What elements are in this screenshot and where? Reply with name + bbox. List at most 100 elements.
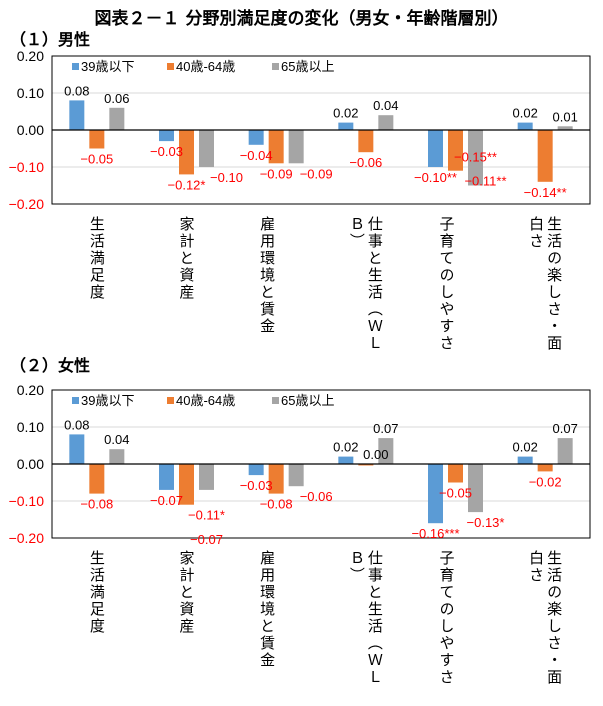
- bar: [248, 130, 264, 145]
- legend-swatch: [167, 63, 174, 70]
- bar: [358, 130, 374, 153]
- data-label: 0.06: [104, 91, 129, 106]
- bar: [557, 438, 573, 464]
- bar: [159, 464, 174, 490]
- data-label: −0.12*: [168, 177, 206, 192]
- legend-label: 39歳以下: [81, 59, 134, 74]
- bar: [109, 449, 125, 464]
- category-label: 家計と資産: [177, 216, 196, 301]
- bar: [89, 464, 105, 494]
- data-label: 0.04: [373, 98, 398, 113]
- bar: [89, 130, 105, 149]
- bar: [268, 130, 284, 164]
- y-tick-label: −0.10: [9, 159, 45, 175]
- y-tick-label: 0.10: [17, 419, 44, 435]
- bar: [537, 464, 553, 472]
- legend-label: 40歳-64歳: [176, 393, 235, 408]
- data-label: −0.04: [240, 148, 273, 163]
- bar: [468, 464, 483, 513]
- data-label: −0.11*: [188, 508, 225, 523]
- data-label: −0.15**: [454, 150, 497, 165]
- legend-swatch: [272, 397, 279, 404]
- data-label: −0.03: [150, 144, 183, 159]
- y-tick-label: −0.10: [9, 493, 45, 509]
- legend-swatch: [72, 397, 79, 404]
- category-label: 生活満足度: [87, 550, 106, 635]
- data-label: 0.07: [373, 421, 398, 436]
- bar: [448, 464, 463, 483]
- data-label: 0.02: [513, 106, 538, 121]
- bar: [448, 130, 463, 171]
- data-label: −0.09: [260, 166, 293, 181]
- data-label: −0.11**: [464, 174, 506, 189]
- y-tick-label: 0.20: [17, 382, 44, 398]
- bar: [517, 122, 533, 130]
- legend-label: 65歳以上: [281, 393, 334, 408]
- bar: [428, 130, 443, 167]
- bar: [338, 122, 354, 130]
- bar: [179, 130, 194, 175]
- data-label: 0.02: [333, 440, 358, 455]
- data-label: −0.05: [439, 486, 472, 501]
- bar: [378, 115, 394, 130]
- bar: [109, 107, 125, 130]
- data-label: 0.04: [104, 432, 129, 447]
- bar: [288, 130, 304, 164]
- bar: [69, 100, 85, 130]
- bar: [378, 438, 394, 464]
- chart-male: 0.20 0.10 0.00 −0.10 −0.20 39歳以下 40歳-64歳 65歳以上 0…: [9, 48, 591, 212]
- y-tick-label: −0.20: [9, 196, 45, 212]
- bar: [338, 456, 354, 464]
- data-label: −0.06: [349, 155, 382, 170]
- chart-female: 0.20 0.10 0.00 −0.10 −0.20 39歳以下 40歳-64歳 65歳以上 0…: [9, 382, 591, 547]
- chart-subtitle-male: （１）男性: [10, 30, 91, 49]
- bar: [288, 464, 304, 487]
- data-label: −0.06: [300, 489, 333, 504]
- y-tick-label: 0.10: [17, 85, 44, 101]
- data-label: 0.01: [553, 109, 578, 124]
- data-label: −0.09: [300, 166, 333, 181]
- bar: [179, 464, 194, 505]
- category-label: 仕事と生活（ＷＬＢ）: [347, 550, 384, 686]
- legend-swatch: [272, 63, 279, 70]
- data-label: 0.02: [513, 440, 538, 455]
- data-label: 0.00: [363, 447, 388, 462]
- category-label: 仕事と生活（ＷＬＢ）: [347, 216, 384, 352]
- legend-swatch: [72, 63, 79, 70]
- legend-label: 65歳以上: [281, 59, 334, 74]
- bar: [268, 464, 284, 494]
- y-tick-label: 0.20: [17, 48, 44, 64]
- bar: [199, 130, 214, 167]
- category-label: 雇用環境と賃金: [258, 550, 277, 669]
- category-label: 生活の楽しさ・面白さ: [527, 550, 564, 686]
- data-label: −0.07: [190, 532, 223, 547]
- data-label: −0.07: [150, 493, 183, 508]
- legend-label: 40歳-64歳: [176, 59, 235, 74]
- y-tick-label: −0.20: [9, 530, 45, 546]
- category-label: 子育てのしやすさ: [437, 216, 456, 352]
- y-tick-label: 0.00: [17, 456, 44, 472]
- chart-subtitle-female: （２）女性: [10, 356, 91, 375]
- data-label: −0.08: [80, 497, 113, 512]
- category-label: 生活の楽しさ・面白さ: [527, 216, 564, 352]
- figure-title: 図表２－１ 分野別満足度の変化（男女・年齢階層別）: [94, 9, 509, 29]
- bar: [159, 130, 174, 142]
- data-label: −0.13*: [467, 515, 505, 530]
- data-label: −0.16***: [411, 526, 459, 541]
- bar: [248, 464, 264, 476]
- bar: [428, 464, 443, 524]
- data-label: −0.08: [260, 497, 293, 512]
- y-tick-label: 0.00: [17, 122, 44, 138]
- data-label: 0.07: [553, 421, 578, 436]
- data-label: −0.02: [529, 474, 562, 489]
- data-label: 0.08: [64, 417, 89, 432]
- data-label: −0.14**: [524, 185, 567, 200]
- category-label: 子育てのしやすさ: [437, 550, 456, 686]
- data-label: 0.08: [64, 83, 89, 98]
- data-label: 0.02: [333, 106, 358, 121]
- bar: [358, 464, 374, 466]
- bar: [517, 456, 533, 464]
- data-label: −0.10**: [414, 170, 457, 185]
- bar: [537, 130, 553, 182]
